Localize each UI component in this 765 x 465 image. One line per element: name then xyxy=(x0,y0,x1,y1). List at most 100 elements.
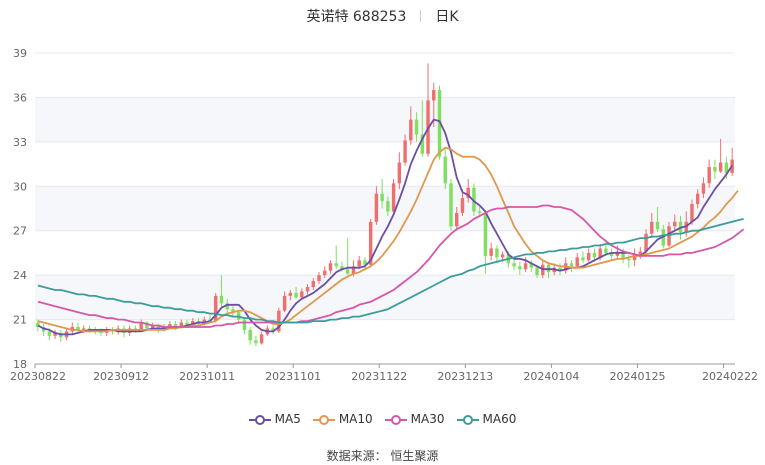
candle-body xyxy=(690,204,694,222)
grid-band xyxy=(35,186,735,231)
candle-body xyxy=(168,324,172,327)
candle-body xyxy=(655,221,660,230)
legend-marker-icon xyxy=(384,414,407,425)
title-separator xyxy=(420,10,422,22)
ma30-line xyxy=(37,204,745,328)
candle-body xyxy=(340,266,344,270)
x-tick-label: 20240104 xyxy=(523,370,579,383)
candle-body xyxy=(518,266,522,270)
x-tick-label: 20231011 xyxy=(179,370,235,383)
candle-body xyxy=(718,162,723,172)
grid-band xyxy=(35,97,735,142)
y-tick-label: 33 xyxy=(13,136,27,149)
candle-body xyxy=(644,233,648,252)
candle-body xyxy=(282,295,287,311)
candle-body xyxy=(558,267,562,271)
candle-body xyxy=(437,90,442,157)
candle-body xyxy=(345,269,350,274)
candle-body xyxy=(586,252,591,261)
candle-body xyxy=(650,221,654,234)
candle-body xyxy=(374,193,379,222)
candle-body xyxy=(254,340,258,344)
y-tick-label: 39 xyxy=(13,47,27,60)
candle-body xyxy=(523,263,528,270)
candle-body xyxy=(707,167,711,184)
legend-item-ma10[interactable]: MA10 xyxy=(312,412,373,426)
candle-body xyxy=(403,140,407,163)
candle-body xyxy=(391,183,396,212)
candle-body xyxy=(489,248,493,256)
legend-marker-icon xyxy=(312,414,335,425)
candle-body xyxy=(271,328,275,332)
candle-body xyxy=(397,162,402,184)
candle-body xyxy=(311,281,315,287)
candle-body xyxy=(248,329,252,341)
candle-body xyxy=(300,291,304,298)
legend-marker-dot xyxy=(462,414,473,425)
candle-body xyxy=(466,187,470,199)
candle-body xyxy=(621,251,625,259)
candle-body xyxy=(575,257,579,267)
candle-body xyxy=(150,325,155,329)
candle-body xyxy=(512,263,516,267)
candle-body xyxy=(47,331,52,336)
x-tick-label: 20240222 xyxy=(702,370,758,383)
candle-body xyxy=(695,193,700,205)
ma5-line xyxy=(37,118,733,336)
legend-marker-dot xyxy=(390,414,401,425)
candle-body xyxy=(535,267,539,276)
candle-body xyxy=(673,221,677,227)
candle-body xyxy=(386,201,390,212)
candle-body xyxy=(357,260,361,267)
candlestick-chart: 18 21 24 27 30 33 36 39 20230822 20230912 20231011… xyxy=(10,47,758,383)
x-tick-label: 20231101 xyxy=(265,370,321,383)
candle-body xyxy=(443,156,447,184)
x-tick-label: 20231213 xyxy=(437,370,493,383)
period-label: 日K xyxy=(435,9,459,25)
candle-body xyxy=(288,292,293,296)
y-tick-label: 36 xyxy=(13,91,27,104)
candle-body xyxy=(139,322,143,330)
candle-body xyxy=(598,248,602,258)
candle-body xyxy=(632,254,637,261)
candle-body xyxy=(242,319,247,330)
y-tick-label: 21 xyxy=(13,314,27,327)
candle-body xyxy=(368,221,373,265)
candle-body xyxy=(414,119,419,135)
candle-body xyxy=(483,212,488,256)
legend-item-ma60[interactable]: MA60 xyxy=(456,412,517,426)
chart-title: 英诺特 688253 日K xyxy=(0,6,765,26)
candle-body xyxy=(638,251,643,255)
legend-label: MA60 xyxy=(482,412,517,426)
candle-body xyxy=(179,322,184,327)
candle-body xyxy=(432,90,436,101)
candle-body xyxy=(53,332,57,336)
legend-marker-dot xyxy=(254,414,265,425)
candle-body xyxy=(472,187,476,212)
candle-body xyxy=(328,263,333,271)
candle-body xyxy=(713,167,717,172)
candle-body xyxy=(409,119,413,141)
legend-item-ma30[interactable]: MA30 xyxy=(384,412,445,426)
legend-item-ma5[interactable]: MA5 xyxy=(248,412,301,426)
legend-marker-icon xyxy=(456,414,479,425)
candle-body xyxy=(701,183,706,194)
legend-label: MA30 xyxy=(410,412,445,426)
candle-body xyxy=(477,211,482,213)
x-tick-label: 20230912 xyxy=(93,370,149,383)
candle-body xyxy=(76,326,80,330)
candle-body xyxy=(214,295,218,322)
y-tick-label: 24 xyxy=(13,269,27,282)
candle-body xyxy=(231,309,235,313)
y-tick-label: 27 xyxy=(13,225,27,238)
legend-marker-dot xyxy=(318,414,329,425)
legend-marker-icon xyxy=(248,414,271,425)
candle-body xyxy=(219,295,224,304)
candle-body xyxy=(460,198,465,213)
chart-legend: MA5 MA10 MA30 MA60 xyxy=(0,412,765,426)
candle-body xyxy=(449,183,453,227)
candle-body xyxy=(259,334,264,344)
candle-body xyxy=(351,266,356,274)
candle-body xyxy=(529,263,534,268)
candle-body xyxy=(455,212,459,227)
